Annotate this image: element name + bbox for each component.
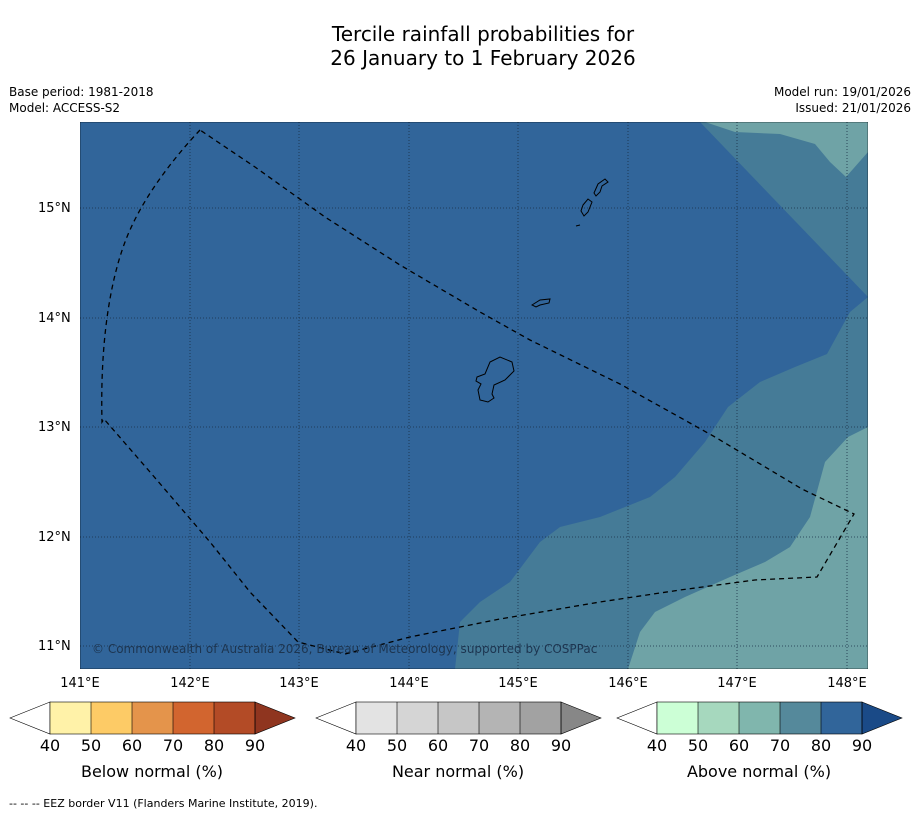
near-tick-70: 70 xyxy=(469,736,489,755)
colorbar-near-bin-60-70 xyxy=(438,702,479,734)
title-line-1: Tercile rainfall probabilities for xyxy=(331,22,635,46)
colorbar-near-bin-70-80 xyxy=(479,702,520,734)
colorbar-above-bin-50-60 xyxy=(698,702,739,734)
colorbar-below-dividers xyxy=(90,702,215,734)
near-tick-60: 60 xyxy=(428,736,448,755)
base-period: Base period: 1981-2018 xyxy=(9,85,154,99)
near-tick-90: 90 xyxy=(551,736,571,755)
footnote: -- -- -- EEZ border V11 (Flanders Marine… xyxy=(9,797,318,810)
below-tick-90: 90 xyxy=(245,736,265,755)
near-tick-50: 50 xyxy=(387,736,407,755)
below-tick-60: 60 xyxy=(122,736,142,755)
issued-date: Issued: 21/01/2026 xyxy=(795,101,911,115)
colorbar-label-above: Above normal (%) xyxy=(686,762,832,781)
near-tick-40: 40 xyxy=(346,736,366,755)
model-name: Model: ACCESS-S2 xyxy=(9,101,121,115)
eez-border xyxy=(101,129,855,655)
colorbar-near-dividers xyxy=(396,702,521,734)
colorbar-above-bin-60-70 xyxy=(739,702,780,734)
islands xyxy=(475,178,609,403)
colorbar-below-bin-70-80 xyxy=(173,702,214,734)
colorbar-label-near: Near normal (%) xyxy=(391,762,525,781)
island-rota xyxy=(530,298,551,308)
copyright-text: © Commonwealth of Australia 2026, Bureau… xyxy=(92,642,597,656)
lon-tick-141: 141°E xyxy=(60,676,100,691)
colorbar-below-extend-high xyxy=(254,701,296,735)
lat-tick-11: 11°N xyxy=(38,639,71,654)
colorbar-above-dividers xyxy=(697,702,822,734)
below-tick-40: 40 xyxy=(40,736,60,755)
colorbar-label-below: Below normal (%) xyxy=(80,762,224,781)
colorbar-below-extend-low xyxy=(9,701,51,735)
model-run: Model run: 19/01/2026 xyxy=(773,85,911,99)
island-tinian xyxy=(580,198,593,217)
near-tick-80: 80 xyxy=(510,736,530,755)
colorbar-above-normal xyxy=(616,701,903,735)
colorbar-near-bin-50-60 xyxy=(397,702,438,734)
lat-tick-15: 15°N xyxy=(38,201,71,216)
lon-tick-145: 145°E xyxy=(498,676,538,691)
below-tick-70: 70 xyxy=(163,736,183,755)
lat-tick-12: 12°N xyxy=(38,530,71,545)
colorbar-near-bin-80-90 xyxy=(520,702,561,734)
island-guam xyxy=(475,356,515,403)
chart-title: Tercile rainfall probabilities for 26 Ja… xyxy=(0,22,919,70)
above-tick-80: 80 xyxy=(811,736,831,755)
region-above-70-80 xyxy=(455,122,868,669)
colorbar-above-outline xyxy=(656,701,863,735)
map-panel: © Commonwealth of Australia 2026, Bureau… xyxy=(80,122,868,669)
island-saipan xyxy=(593,178,609,197)
above-tick-50: 50 xyxy=(688,736,708,755)
colorbar-above-extend-low xyxy=(616,701,658,735)
colorbar-below-outline xyxy=(49,701,256,735)
meta-left: Base period: 1981-2018 Model: ACCESS-S2 xyxy=(9,84,154,116)
colorbar-near-outline xyxy=(355,701,562,735)
colorbar-above-extend-high xyxy=(861,701,903,735)
below-tick-80: 80 xyxy=(204,736,224,755)
above-tick-70: 70 xyxy=(770,736,790,755)
colorbar-near-extend-high xyxy=(560,701,602,735)
meta-right: Model run: 19/01/2026 Issued: 21/01/2026 xyxy=(774,84,911,116)
colorbar-above-bin-40-50 xyxy=(657,702,698,734)
above-tick-40: 40 xyxy=(647,736,667,755)
colorbar-tick-labels: 40 50 60 70 80 90 40 50 60 70 80 90 40 5… xyxy=(40,736,872,755)
lon-tick-148: 148°E xyxy=(827,676,867,691)
colorbar-near-extend-low xyxy=(315,701,357,735)
colorbar-above-bin-70-80 xyxy=(780,702,821,734)
island-aguijan xyxy=(575,224,581,227)
lon-tick-143: 143°E xyxy=(279,676,319,691)
region-above-60-70-south xyxy=(628,427,868,669)
lat-tick-13: 13°N xyxy=(38,420,71,435)
colorbars: 40 50 60 70 80 90 40 50 60 70 80 90 40 5… xyxy=(9,701,903,755)
lon-tick-142: 142°E xyxy=(170,676,210,691)
colorbar-below-bin-60-70 xyxy=(132,702,173,734)
lon-tick-144: 144°E xyxy=(389,676,429,691)
gridlines xyxy=(80,122,868,669)
below-tick-50: 50 xyxy=(81,736,101,755)
colorbar-near-bin-40-50 xyxy=(356,702,397,734)
above-tick-60: 60 xyxy=(729,736,749,755)
lat-tick-14: 14°N xyxy=(38,311,71,326)
above-tick-90: 90 xyxy=(852,736,872,755)
title-line-2: 26 January to 1 February 2026 xyxy=(330,46,636,70)
lon-tick-146: 146°E xyxy=(608,676,648,691)
colorbar-above-bin-80-90 xyxy=(821,702,862,734)
lon-tick-147: 147°E xyxy=(717,676,757,691)
colorbar-near-normal xyxy=(315,701,602,735)
colorbar-below-normal xyxy=(9,701,296,735)
colorbar-below-bin-40-50 xyxy=(50,702,91,734)
colorbar-below-bin-80-90 xyxy=(214,702,255,734)
colorbar-below-bin-50-60 xyxy=(91,702,132,734)
region-above-60-70-north xyxy=(705,122,868,177)
